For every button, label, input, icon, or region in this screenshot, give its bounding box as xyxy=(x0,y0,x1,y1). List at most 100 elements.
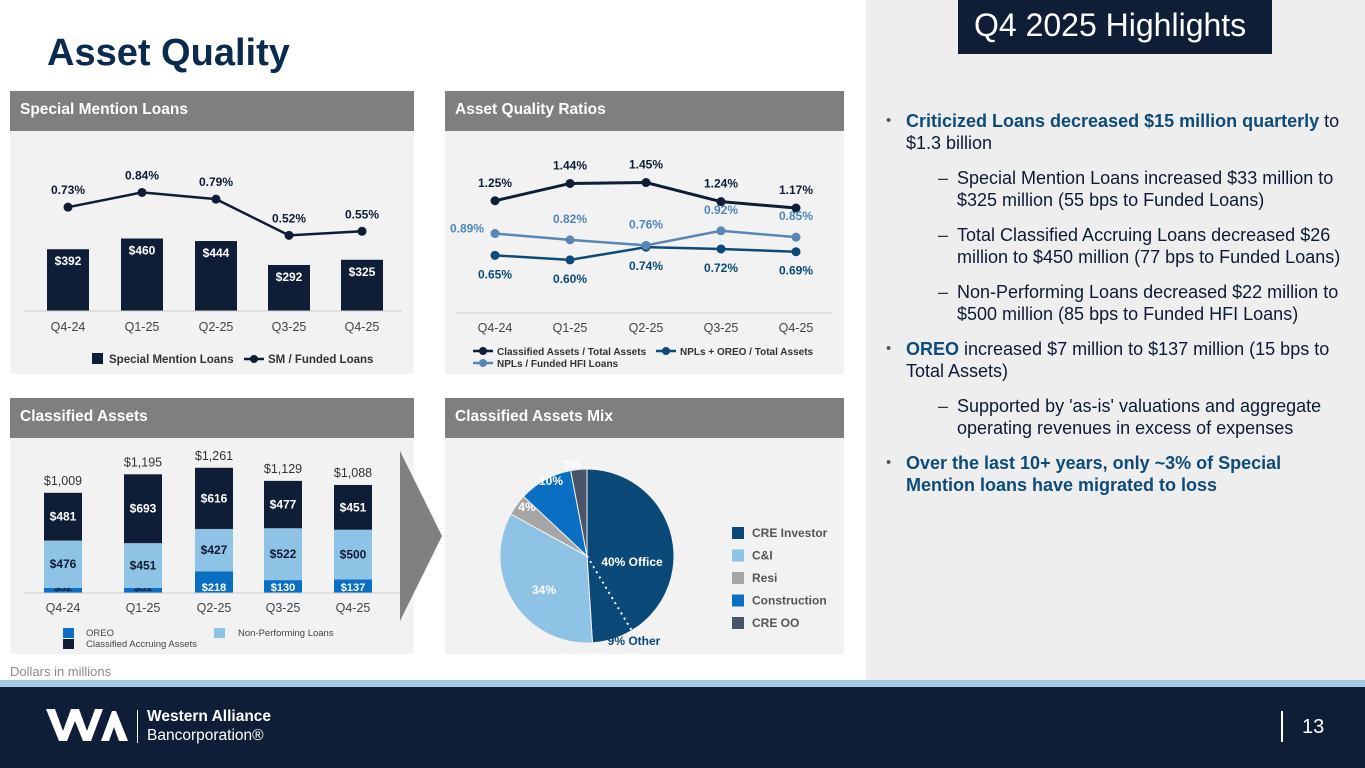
ca-segment-label: $427 xyxy=(201,543,228,557)
aq-value-label: 1.45% xyxy=(629,158,663,172)
sm-ratio-point xyxy=(137,187,147,197)
legend-line-dot xyxy=(250,355,258,363)
highlight-item: – Total Classified Accruing Loans decreas… xyxy=(886,224,1348,268)
ca-segment-label: $481 xyxy=(50,510,77,524)
sm-bar-label: $460 xyxy=(129,244,156,258)
highlight-text: Non-Performing Loans decreased $22 milli… xyxy=(957,282,1339,324)
ca-bar-segment xyxy=(195,571,233,593)
highlights-panel xyxy=(866,0,1365,680)
pie-legend-swatch xyxy=(732,617,744,629)
ca-legend-swatch-npl xyxy=(214,628,225,638)
aq-value-label: 0.76% xyxy=(629,217,663,231)
ca-bar-segment xyxy=(195,528,233,572)
classified-mix-header: Classified Assets Mix xyxy=(445,398,844,438)
highlight-emphasis: OREO xyxy=(906,339,960,359)
sm-ratio-point xyxy=(63,202,73,212)
highlight-item: • OREO increased $7 million to $137 milli… xyxy=(886,338,1348,382)
ca-bar-segment xyxy=(124,587,162,593)
ca-legend-accruing: Classified Accruing Assets xyxy=(86,639,197,650)
classified-assets-header: Classified Assets xyxy=(10,398,414,438)
ca-segment-label: $451 xyxy=(130,559,157,573)
bullet-icon: • xyxy=(886,340,892,357)
special-mention-panel: Special Mention Loans $392 $460 $444 $292 $3… xyxy=(10,91,414,374)
asset-quality-panel: Asset Quality Ratios 1.25% 1.44% 1.45% 1.24… xyxy=(445,91,844,374)
aq-series-point xyxy=(490,250,500,260)
highlights-list: • Criticized Loans decreased $15 million … xyxy=(886,110,1348,509)
aq-series-point xyxy=(716,197,726,207)
asset-quality-header: Asset Quality Ratios xyxy=(445,91,844,131)
aq-tick-label: Q4-24 xyxy=(478,321,513,335)
ca-bar-segment xyxy=(264,580,302,593)
ca-total-label: $1,088 xyxy=(334,466,372,480)
sm-ratio-label: 0.73% xyxy=(51,183,85,197)
highlight-text: Total Classified Accruing Loans decrease… xyxy=(957,225,1341,267)
pie-legend-swatch xyxy=(732,594,744,607)
special-mention-chart: $392 $460 $444 $292 $325 0.73% 0.84% 0.79% 0.52%… xyxy=(25,168,402,366)
logo-divider xyxy=(137,710,138,743)
aq-series-point xyxy=(791,232,801,242)
pie-slice xyxy=(586,468,675,644)
sm-ratio-point xyxy=(211,194,221,204)
aq-series-point xyxy=(641,240,651,250)
page-number-divider xyxy=(1281,711,1283,742)
sm-bar xyxy=(341,259,383,311)
page-title: Asset Quality xyxy=(47,32,290,74)
aq-series-point xyxy=(490,229,500,239)
aq-legend-label: NPLs + OREO / Total Assets xyxy=(680,347,814,358)
footer-strip xyxy=(0,680,1365,687)
highlight-text: Supported by 'as-is' valuations and aggr… xyxy=(957,396,1322,438)
aq-value-label: 0.82% xyxy=(553,212,587,226)
legend-bar-label: Special Mention Loans xyxy=(109,354,234,366)
sm-ratio-label: 0.55% xyxy=(345,207,379,221)
sm-bar xyxy=(121,238,163,311)
logo-name: Western Alliance xyxy=(147,708,272,725)
ca-bar-segment xyxy=(44,492,82,541)
classified-mix-panel: Classified Assets Mix 40% Office 34% 4% 10%… xyxy=(445,398,844,654)
ca-bar-segment xyxy=(195,467,233,529)
ca-segment-label: $693 xyxy=(130,502,157,516)
aq-series-point xyxy=(565,178,575,188)
dash-icon: – xyxy=(938,168,949,188)
logo-subname: Bancorporation® xyxy=(147,727,264,744)
dash-icon: – xyxy=(938,225,949,245)
ca-segment-label: $130 xyxy=(271,582,295,594)
aq-value-label: 1.24% xyxy=(704,177,738,191)
sm-bar xyxy=(268,264,310,311)
ca-segment-label: $137 xyxy=(341,582,365,594)
aq-series-point xyxy=(791,247,801,257)
legend-line-label: SM / Funded Loans xyxy=(268,354,373,366)
sm-tick-label: Q1-25 xyxy=(125,320,160,334)
pie-legend-label: CRE OO xyxy=(752,616,799,630)
aq-series-point xyxy=(641,178,651,188)
highlight-emphasis: Over the last 10+ years, only ~3% of Spe… xyxy=(906,453,1282,495)
aq-value-label: 0.89% xyxy=(450,222,484,236)
ca-segment-label: $500 xyxy=(340,548,367,562)
ca-segment-label: $477 xyxy=(270,498,297,512)
aq-series-point xyxy=(565,255,575,265)
sm-ratio-point xyxy=(357,226,367,236)
chevron-right-icon xyxy=(400,451,442,621)
footer xyxy=(0,687,1365,768)
ca-legend-npl: Non-Performing Loans xyxy=(238,628,334,639)
highlight-text: Special Mention Loans increased $33 mill… xyxy=(957,168,1334,210)
ca-total-label: $1,009 xyxy=(44,474,82,488)
ca-legend-swatch-accruing xyxy=(63,639,74,649)
pie-other-callout: 9% Other xyxy=(608,634,661,648)
aq-series-point xyxy=(490,196,500,206)
ca-bar-segment xyxy=(44,540,82,588)
highlight-item: • Criticized Loans decreased $15 million … xyxy=(886,110,1348,154)
ca-bar-segment xyxy=(264,528,302,581)
highlight-text: increased $7 million to $137 million (15… xyxy=(906,339,1330,381)
sm-tick-label: Q2-25 xyxy=(199,320,234,334)
pie-legend-label: Resi xyxy=(752,571,777,585)
ca-tick-label: Q4-25 xyxy=(336,601,371,615)
sm-ratio-label: 0.79% xyxy=(199,175,233,189)
aq-value-label: 0.72% xyxy=(704,261,738,275)
sm-bar-label: $292 xyxy=(276,270,303,284)
aq-series-point xyxy=(565,235,575,245)
aq-value-label: 0.74% xyxy=(629,259,663,273)
pie-slice xyxy=(570,468,588,557)
aq-value-label: 0.65% xyxy=(478,267,512,281)
ca-bar-segment xyxy=(124,543,162,588)
ca-tick-label: Q3-25 xyxy=(266,601,301,615)
